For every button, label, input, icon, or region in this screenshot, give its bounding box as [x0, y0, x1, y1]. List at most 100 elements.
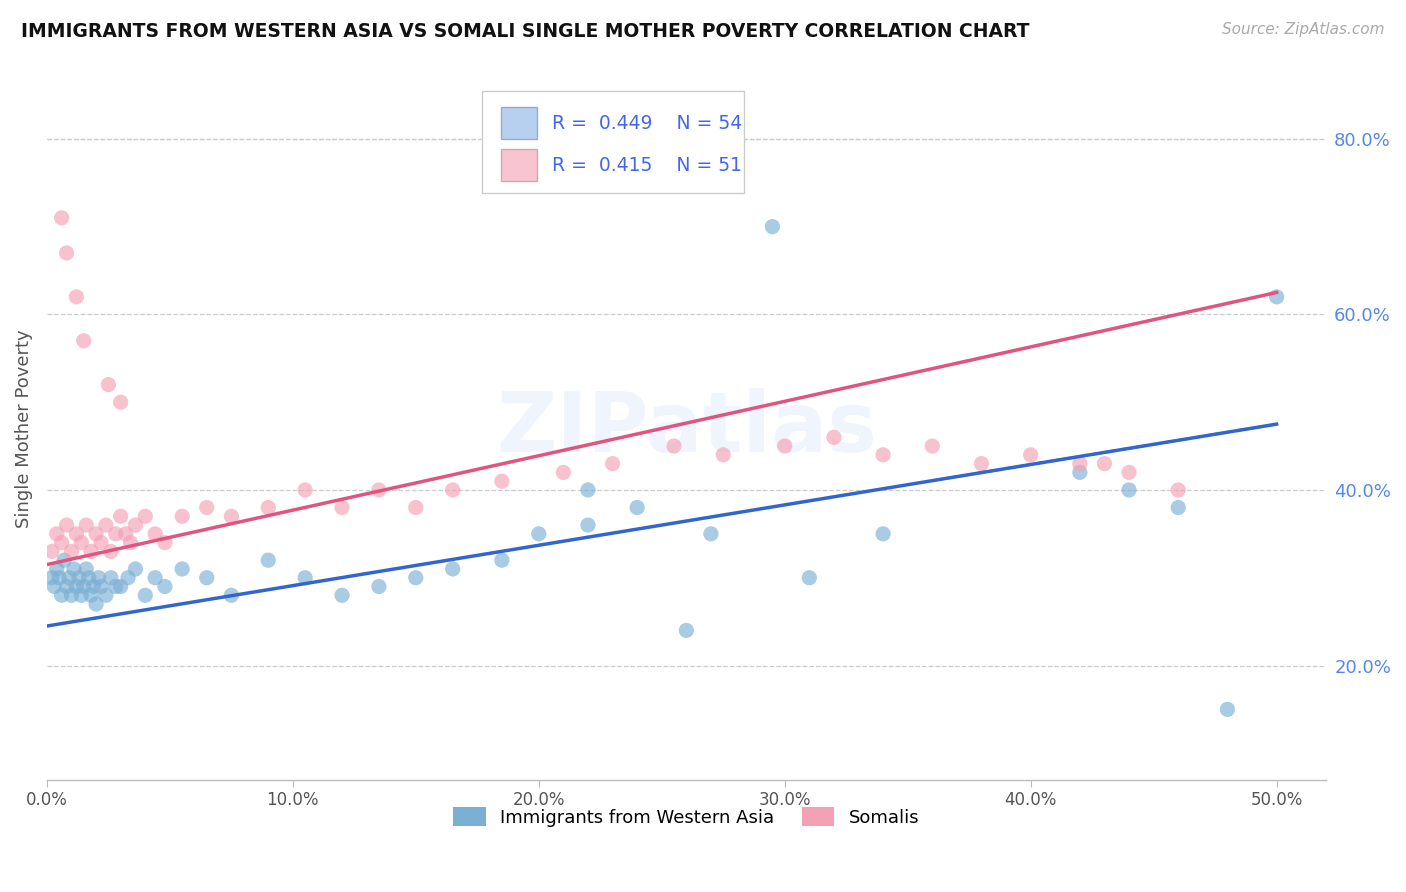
Point: [124, 518, 146, 533]
Point: [1167, 500, 1189, 515]
Text: ZIPatlas: ZIPatlas: [496, 388, 877, 469]
Point: [823, 430, 845, 444]
Point: [1069, 466, 1091, 480]
Point: [799, 571, 821, 585]
Point: [100, 571, 122, 585]
Point: [143, 526, 166, 541]
Point: [405, 571, 427, 585]
Point: [104, 526, 127, 541]
Point: [77, 571, 100, 585]
Point: [45, 562, 67, 576]
Point: [576, 483, 599, 497]
Point: [58, 571, 80, 585]
Point: [84, 526, 107, 541]
Point: [153, 580, 176, 594]
Text: R =  0.415    N = 51: R = 0.415 N = 51: [553, 156, 742, 175]
Point: [87, 571, 110, 585]
Point: [53, 553, 76, 567]
Point: [84, 597, 107, 611]
Point: [60, 544, 83, 558]
Point: [75, 518, 97, 533]
Point: [195, 500, 218, 515]
Point: [872, 448, 894, 462]
Text: IMMIGRANTS FROM WESTERN ASIA VS SOMALI SINGLE MOTHER POVERTY CORRELATION CHART: IMMIGRANTS FROM WESTERN ASIA VS SOMALI S…: [21, 22, 1029, 41]
Point: [367, 483, 389, 497]
Point: [221, 588, 243, 602]
Point: [110, 395, 132, 409]
Point: [55, 580, 77, 594]
Point: [73, 580, 96, 594]
Point: [700, 526, 723, 541]
Point: [67, 571, 90, 585]
Point: [70, 535, 93, 549]
Point: [761, 219, 783, 234]
Point: [120, 535, 142, 549]
Point: [70, 588, 93, 602]
Point: [65, 526, 87, 541]
Point: [491, 474, 513, 488]
Point: [1118, 483, 1140, 497]
Point: [94, 588, 117, 602]
Point: [117, 571, 139, 585]
Point: [405, 500, 427, 515]
Point: [294, 483, 316, 497]
Point: [45, 526, 67, 541]
Point: [41, 571, 63, 585]
Point: [330, 500, 353, 515]
Point: [491, 553, 513, 567]
Point: [90, 580, 112, 594]
Point: [94, 518, 117, 533]
Point: [1019, 448, 1042, 462]
Point: [65, 290, 87, 304]
Point: [51, 588, 73, 602]
FancyBboxPatch shape: [501, 150, 537, 181]
FancyBboxPatch shape: [501, 107, 537, 139]
Legend: Immigrants from Western Asia, Somalis: Immigrants from Western Asia, Somalis: [446, 800, 927, 834]
Point: [553, 466, 575, 480]
Point: [970, 457, 993, 471]
Point: [75, 562, 97, 576]
Point: [41, 544, 63, 558]
Point: [63, 562, 86, 576]
Point: [257, 553, 280, 567]
Point: [80, 588, 103, 602]
Point: [83, 580, 105, 594]
Point: [257, 500, 280, 515]
Point: [576, 518, 599, 533]
Point: [195, 571, 218, 585]
Point: [134, 588, 156, 602]
Point: [1069, 457, 1091, 471]
Text: Source: ZipAtlas.com: Source: ZipAtlas.com: [1222, 22, 1385, 37]
Point: [172, 562, 194, 576]
Text: R =  0.449    N = 54: R = 0.449 N = 54: [553, 113, 742, 133]
Point: [221, 509, 243, 524]
Point: [97, 377, 120, 392]
Point: [367, 580, 389, 594]
Point: [48, 571, 70, 585]
Point: [114, 526, 136, 541]
FancyBboxPatch shape: [482, 92, 744, 194]
Point: [675, 624, 697, 638]
Point: [1216, 702, 1239, 716]
Point: [773, 439, 796, 453]
Point: [172, 509, 194, 524]
Point: [330, 588, 353, 602]
Point: [626, 500, 648, 515]
Point: [294, 571, 316, 585]
Point: [60, 588, 83, 602]
Y-axis label: Single Mother Poverty: Single Mother Poverty: [15, 329, 32, 528]
Point: [110, 509, 132, 524]
Point: [1094, 457, 1116, 471]
Point: [662, 439, 685, 453]
Point: [1265, 290, 1288, 304]
Point: [602, 457, 624, 471]
Point: [110, 580, 132, 594]
Point: [441, 562, 464, 576]
Point: [90, 535, 112, 549]
Point: [51, 211, 73, 225]
Point: [711, 448, 734, 462]
Point: [55, 246, 77, 260]
Point: [65, 580, 87, 594]
Point: [527, 526, 550, 541]
Point: [134, 509, 156, 524]
